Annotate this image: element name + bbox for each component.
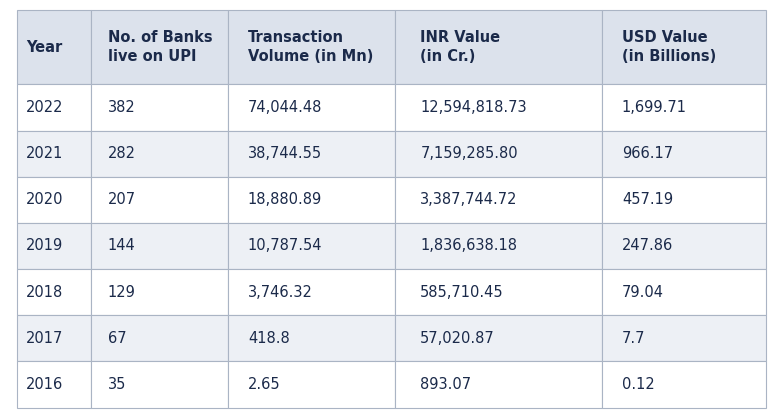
Bar xyxy=(17,10,91,84)
Bar xyxy=(228,315,395,362)
Bar xyxy=(228,84,395,130)
Text: 10,787.54: 10,787.54 xyxy=(248,238,322,253)
Bar xyxy=(17,269,91,315)
Text: 2018: 2018 xyxy=(26,285,63,300)
Bar xyxy=(17,315,91,362)
Text: 966.17: 966.17 xyxy=(622,146,673,161)
Bar xyxy=(228,130,395,177)
Text: 144: 144 xyxy=(108,238,136,253)
Bar xyxy=(395,10,602,84)
Bar xyxy=(17,130,91,177)
Text: 74,044.48: 74,044.48 xyxy=(248,100,322,115)
Text: 2021: 2021 xyxy=(26,146,63,161)
Bar xyxy=(91,130,228,177)
Bar xyxy=(602,177,766,223)
Text: USD Value
(in Billions): USD Value (in Billions) xyxy=(622,30,716,64)
Bar xyxy=(91,177,228,223)
Text: 207: 207 xyxy=(108,192,136,207)
Bar xyxy=(602,362,766,408)
Text: 12,594,818.73: 12,594,818.73 xyxy=(420,100,526,115)
Bar xyxy=(91,223,228,269)
Bar xyxy=(91,84,228,130)
Bar xyxy=(228,177,395,223)
Bar xyxy=(91,362,228,408)
Text: 35: 35 xyxy=(108,377,126,392)
Text: 282: 282 xyxy=(108,146,136,161)
Text: 7,159,285.80: 7,159,285.80 xyxy=(420,146,518,161)
Text: No. of Banks
live on UPI: No. of Banks live on UPI xyxy=(108,30,212,64)
Text: 457.19: 457.19 xyxy=(622,192,673,207)
Bar xyxy=(602,269,766,315)
Text: 1,699.71: 1,699.71 xyxy=(622,100,687,115)
Bar xyxy=(395,223,602,269)
Bar xyxy=(395,315,602,362)
Text: 2017: 2017 xyxy=(26,331,63,346)
Text: 2.65: 2.65 xyxy=(248,377,281,392)
Bar xyxy=(228,10,395,84)
Bar xyxy=(602,223,766,269)
Text: 2016: 2016 xyxy=(26,377,63,392)
Text: Year: Year xyxy=(26,40,62,55)
Text: INR Value
(in Cr.): INR Value (in Cr.) xyxy=(420,30,501,64)
Text: 57,020.87: 57,020.87 xyxy=(420,331,495,346)
Bar xyxy=(17,84,91,130)
Text: 3,746.32: 3,746.32 xyxy=(248,285,313,300)
Text: 18,880.89: 18,880.89 xyxy=(248,192,322,207)
Bar xyxy=(228,223,395,269)
Bar xyxy=(602,315,766,362)
Text: 79.04: 79.04 xyxy=(622,285,664,300)
Bar xyxy=(395,177,602,223)
Bar xyxy=(602,84,766,130)
Bar xyxy=(395,84,602,130)
Text: 585,710.45: 585,710.45 xyxy=(420,285,504,300)
Bar xyxy=(17,223,91,269)
Text: 3,387,744.72: 3,387,744.72 xyxy=(420,192,518,207)
Bar xyxy=(602,130,766,177)
Bar xyxy=(91,10,228,84)
Text: 382: 382 xyxy=(108,100,136,115)
Bar xyxy=(17,362,91,408)
Text: 67: 67 xyxy=(108,331,126,346)
Text: 2022: 2022 xyxy=(26,100,63,115)
Bar xyxy=(91,269,228,315)
Bar xyxy=(91,315,228,362)
Bar xyxy=(395,362,602,408)
Text: 129: 129 xyxy=(108,285,136,300)
Bar xyxy=(395,269,602,315)
Text: 38,744.55: 38,744.55 xyxy=(248,146,322,161)
Bar xyxy=(17,177,91,223)
Text: 0.12: 0.12 xyxy=(622,377,654,392)
Text: 2020: 2020 xyxy=(26,192,63,207)
Bar xyxy=(395,130,602,177)
Text: Transaction
Volume (in Mn): Transaction Volume (in Mn) xyxy=(248,30,374,64)
Bar xyxy=(228,362,395,408)
Text: 2019: 2019 xyxy=(26,238,63,253)
Text: 1,836,638.18: 1,836,638.18 xyxy=(420,238,517,253)
Bar xyxy=(602,10,766,84)
Text: 418.8: 418.8 xyxy=(248,331,289,346)
Text: 7.7: 7.7 xyxy=(622,331,645,346)
Bar xyxy=(228,269,395,315)
Text: 247.86: 247.86 xyxy=(622,238,673,253)
Text: 893.07: 893.07 xyxy=(420,377,471,392)
